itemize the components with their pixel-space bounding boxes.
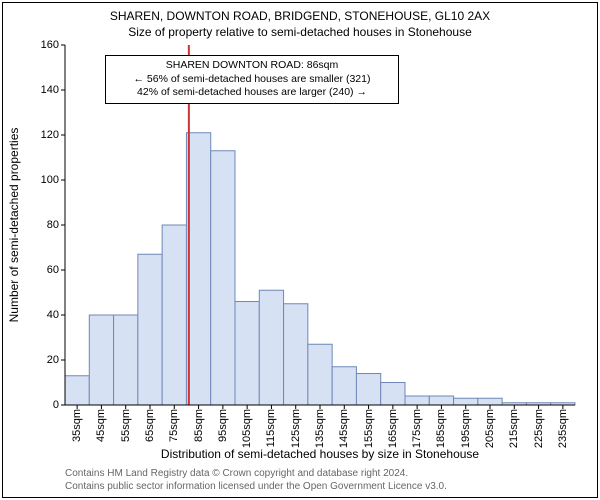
info-box-line3: 42% of semi-detached houses are larger (… bbox=[112, 86, 392, 100]
histogram-bar bbox=[89, 315, 113, 405]
x-tick-label: 235sqm bbox=[557, 409, 569, 448]
histogram-bar bbox=[332, 367, 356, 405]
histogram-bar bbox=[186, 133, 210, 405]
attribution-line2: Contains public sector information licen… bbox=[65, 481, 575, 494]
y-tick-label: 40 bbox=[47, 309, 59, 321]
x-tick-label: 65sqm bbox=[144, 409, 156, 442]
histogram-bar bbox=[162, 225, 186, 405]
x-tick-label: 75sqm bbox=[168, 409, 180, 442]
y-tick-label: 140 bbox=[41, 84, 59, 96]
x-axis-label: Distribution of semi-detached houses by … bbox=[65, 447, 575, 461]
histogram-bar bbox=[138, 254, 162, 405]
x-tick-label: 55sqm bbox=[120, 409, 132, 442]
y-tick-label: 100 bbox=[41, 174, 59, 186]
x-tick-label: 135sqm bbox=[314, 409, 326, 448]
histogram-bar bbox=[478, 398, 502, 405]
plot-area: 02040608010012014016035sqm45sqm55sqm65sq… bbox=[65, 45, 575, 405]
histogram-bar bbox=[211, 151, 235, 405]
histogram-bar bbox=[429, 396, 453, 405]
x-tick-label: 125sqm bbox=[290, 409, 302, 448]
x-tick-label: 155sqm bbox=[363, 409, 375, 448]
chart-title-line1: SHAREN, DOWNTON ROAD, BRIDGEND, STONEHOU… bbox=[3, 9, 597, 23]
histogram-bar bbox=[259, 290, 283, 405]
histogram-bar bbox=[284, 304, 308, 405]
chart-title-line2: Size of property relative to semi-detach… bbox=[3, 25, 597, 39]
x-tick-label: 145sqm bbox=[338, 409, 350, 448]
histogram-bar bbox=[308, 344, 332, 405]
x-tick-label: 195sqm bbox=[460, 409, 472, 448]
x-tick-label: 85sqm bbox=[193, 409, 205, 442]
histogram-bar bbox=[356, 374, 380, 406]
histogram-bar bbox=[65, 376, 89, 405]
info-box-line1: SHAREN DOWNTON ROAD: 86sqm bbox=[112, 59, 392, 73]
y-tick-label: 80 bbox=[47, 219, 59, 231]
x-tick-label: 95sqm bbox=[217, 409, 229, 442]
histogram-bar bbox=[235, 302, 259, 406]
x-tick-label: 165sqm bbox=[387, 409, 399, 448]
y-tick-label: 0 bbox=[53, 399, 59, 411]
x-tick-label: 175sqm bbox=[411, 409, 423, 448]
y-tick-label: 160 bbox=[41, 39, 59, 51]
y-tick-label: 60 bbox=[47, 264, 59, 276]
histogram-bar bbox=[381, 383, 405, 406]
x-tick-label: 215sqm bbox=[508, 409, 520, 448]
x-tick-label: 35sqm bbox=[71, 409, 83, 442]
chart-container: SHAREN, DOWNTON ROAD, BRIDGEND, STONEHOU… bbox=[2, 2, 598, 498]
histogram-bar bbox=[454, 398, 478, 405]
x-tick-label: 205sqm bbox=[484, 409, 496, 448]
y-tick-label: 120 bbox=[41, 129, 59, 141]
x-tick-label: 185sqm bbox=[435, 409, 447, 448]
info-box: SHAREN DOWNTON ROAD: 86sqm← 56% of semi-… bbox=[105, 55, 399, 104]
attribution: Contains HM Land Registry data © Crown c… bbox=[65, 468, 575, 493]
x-tick-label: 115sqm bbox=[265, 409, 277, 447]
histogram-bar bbox=[114, 315, 138, 405]
histogram-bar bbox=[405, 396, 429, 405]
x-tick-label: 45sqm bbox=[95, 409, 107, 442]
x-tick-label: 105sqm bbox=[241, 409, 253, 448]
info-box-line2: ← 56% of semi-detached houses are smalle… bbox=[112, 73, 392, 87]
y-axis-label-wrap: Number of semi-detached properties bbox=[7, 45, 21, 405]
y-tick-label: 20 bbox=[47, 354, 59, 366]
attribution-line1: Contains HM Land Registry data © Crown c… bbox=[65, 468, 575, 481]
x-tick-label: 225sqm bbox=[533, 409, 545, 448]
y-axis-label: Number of semi-detached properties bbox=[7, 128, 21, 323]
